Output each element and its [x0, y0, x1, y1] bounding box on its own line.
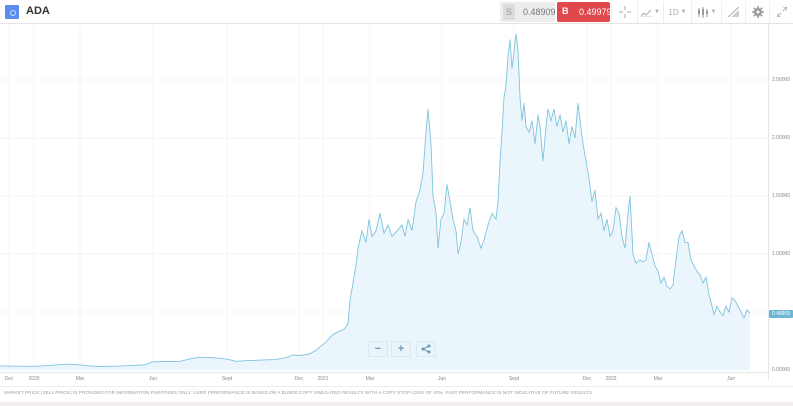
crosshair-button[interactable] [611, 2, 637, 22]
x-tick-label: Mar [365, 376, 375, 382]
disclaimer-text: MARKET PRICE (SELL PRICE) IS PROVIDED FO… [4, 390, 594, 395]
x-tick-label: 2021 [317, 376, 329, 382]
chart-type-button[interactable]: ▼ [637, 2, 663, 22]
sell-price: 0.48909 [523, 7, 556, 17]
x-tick-label: Jun [148, 376, 158, 382]
y-tick-label: 1.00000 [772, 251, 791, 257]
share-icon [421, 344, 431, 354]
zoom-out-button[interactable]: − [368, 341, 388, 357]
indicators-icon [697, 6, 708, 18]
timeframe-label: 1D [668, 7, 679, 17]
footer: MARKET PRICE (SELL PRICE) IS PROVIDED FO… [0, 386, 793, 406]
chevron-down-icon: ▼ [680, 9, 687, 15]
sell-price-button[interactable]: S 0.48909 [500, 2, 556, 22]
fullscreen-button[interactable] [769, 2, 793, 22]
x-tick-label: Mar [653, 376, 663, 382]
chart-header: ADA S 0.48909 B 0.49979 ▼ 1D ▼ ▼ [0, 0, 793, 24]
x-tick-label: Jun [437, 376, 447, 382]
y-tick-label: 1.50000 [772, 193, 791, 199]
y-axis-line [768, 25, 769, 380]
x-tick-label: Dec [4, 376, 14, 382]
x-tick-label: Jun [726, 376, 736, 382]
x-tick-label: 2022 [605, 376, 617, 382]
y-tick-label: 2.50000 [772, 77, 791, 83]
current-price-tag: 0.48909 [769, 310, 793, 318]
indicators-button[interactable]: ▼ [691, 2, 721, 22]
instrument-logo-icon [5, 5, 19, 19]
x-tick-label: 2020 [28, 376, 40, 382]
fullscreen-expand-icon [776, 7, 787, 17]
x-tick-label: Dec [582, 376, 592, 382]
settings-button[interactable] [745, 2, 769, 22]
buy-price: 0.49979 [579, 7, 612, 17]
buy-price-button[interactable]: B 0.49979 [557, 2, 612, 22]
x-tick-label: Dec [294, 376, 304, 382]
x-tick-label: Sept [221, 376, 233, 382]
chevron-down-icon: ▼ [654, 9, 660, 15]
drawing-icon [728, 7, 739, 17]
buy-label: B [562, 6, 569, 16]
chart-type-icon [641, 9, 653, 17]
chevron-down-icon: ▼ [710, 9, 717, 15]
price-chart[interactable] [0, 25, 793, 385]
share-button[interactable] [416, 341, 436, 357]
x-tick-label: Sept [508, 376, 520, 382]
settings-gear-icon [751, 6, 764, 18]
x-axis-line [0, 372, 768, 373]
zoom-controls: − + [368, 341, 411, 357]
price-area-fill [0, 33, 750, 370]
zoom-in-button[interactable]: + [391, 341, 411, 357]
crosshair-icon [618, 6, 631, 18]
x-tick-label: Mar [75, 376, 85, 382]
timeframe-button[interactable]: 1D ▼ [663, 2, 691, 22]
drawing-tools-button[interactable] [721, 2, 745, 22]
sell-label: S [503, 4, 515, 20]
y-tick-label: 2.00000 [772, 135, 791, 141]
instrument-title: ADA [26, 5, 50, 17]
price-line [0, 33, 751, 367]
y-tick-label: 0.00000 [772, 367, 791, 373]
footer-bar [0, 402, 793, 406]
